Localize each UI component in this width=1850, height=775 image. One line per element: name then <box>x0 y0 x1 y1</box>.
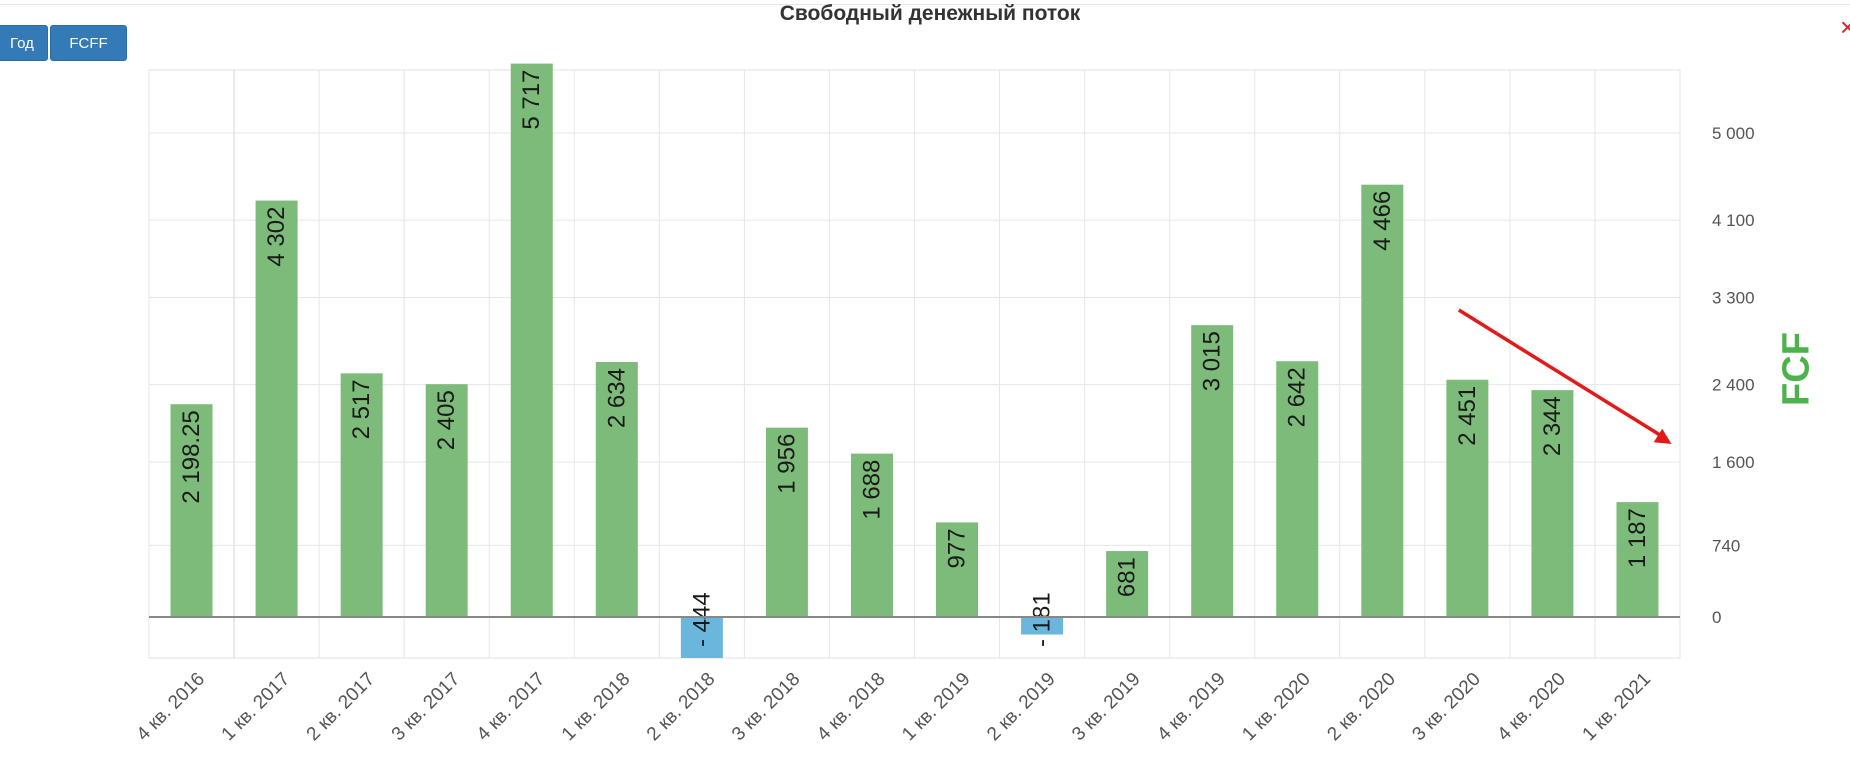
y-tick-label: 5 000 <box>1712 124 1755 143</box>
x-tick-label: 2 кв. 2017 <box>303 669 379 745</box>
bar <box>595 362 638 617</box>
x-tick-label: 3 кв. 2019 <box>1068 669 1144 745</box>
bar <box>1446 379 1489 617</box>
chart-title: Свободный денежный поток <box>779 2 1081 25</box>
bar-value-label: 4 466 <box>1369 191 1396 251</box>
bar-value-label: 2 198.25 <box>178 410 205 503</box>
bar-value-label: 681 <box>1114 557 1141 597</box>
trend-arrow-head <box>1653 428 1672 444</box>
bar <box>680 617 723 658</box>
bar-value-label: 2 517 <box>348 379 375 439</box>
bar-value-label: 1 187 <box>1624 508 1651 568</box>
bar-value-label: 1 956 <box>773 434 800 494</box>
x-tick-label: 1 кв. 2019 <box>898 669 974 745</box>
bar <box>1276 361 1319 617</box>
y-tick-label: 0 <box>1712 608 1721 627</box>
bar <box>765 427 808 617</box>
fcff-button[interactable]: FCFF <box>50 25 127 61</box>
bar-value-label: 2 405 <box>433 390 460 450</box>
y-tick-label: 4 100 <box>1712 211 1755 230</box>
bar-value-label: 977 <box>944 528 971 568</box>
x-tick-label: 4 кв. 2018 <box>813 669 889 745</box>
y-tick-label: 740 <box>1712 536 1740 555</box>
x-tick-label: 1 кв. 2021 <box>1579 669 1655 745</box>
x-tick-label: 1 кв. 2018 <box>558 669 634 745</box>
bar-value-label: 3 015 <box>1199 331 1226 391</box>
y-tick-label: 1 600 <box>1712 453 1755 472</box>
x-tick-label: 2 кв. 2019 <box>983 669 1059 745</box>
bar-value-label: 1 688 <box>858 460 885 520</box>
x-tick-label: 2 кв. 2018 <box>643 669 719 745</box>
bar <box>1021 617 1064 635</box>
close-icon[interactable]: × <box>1840 12 1850 42</box>
x-tick-label: 4 кв. 2016 <box>133 669 209 745</box>
x-tick-label: 4 кв. 2019 <box>1153 669 1229 745</box>
bar-value-label: 2 451 <box>1454 386 1481 446</box>
bar-value-label: 2 634 <box>603 368 630 428</box>
bar-value-label: - 444 <box>688 592 715 647</box>
bar <box>510 63 553 617</box>
bar <box>1106 551 1149 617</box>
y-axis-title: FCF <box>1775 332 1818 406</box>
period-button[interactable]: Год <box>0 25 48 61</box>
bar-value-label: 2 642 <box>1284 367 1311 427</box>
bar-value-label: - 181 <box>1029 592 1056 647</box>
bar-value-label: 2 344 <box>1539 396 1566 456</box>
bar <box>1531 390 1574 617</box>
y-tick-label: 3 300 <box>1712 289 1755 308</box>
bar <box>850 453 893 617</box>
bar <box>340 373 383 617</box>
bar <box>170 404 213 617</box>
bar-value-label: 5 717 <box>518 70 545 130</box>
bar <box>1361 184 1404 617</box>
trend-arrow-line <box>1457 308 1663 438</box>
x-tick-label: 3 кв. 2017 <box>388 669 464 745</box>
x-tick-label: 4 кв. 2017 <box>473 669 549 745</box>
bar <box>1191 325 1234 617</box>
bar <box>1616 502 1659 617</box>
x-tick-label: 4 кв. 2020 <box>1494 669 1570 745</box>
bar <box>255 200 298 617</box>
x-tick-label: 2 кв. 2020 <box>1323 669 1399 745</box>
x-tick-label: 3 кв. 2018 <box>728 669 804 745</box>
x-tick-label: 1 кв. 2020 <box>1238 669 1314 745</box>
x-tick-label: 1 кв. 2017 <box>218 669 294 745</box>
bar <box>425 384 468 617</box>
bar-value-label: 4 302 <box>263 207 290 267</box>
bar <box>936 522 979 617</box>
x-tick-label: 3 кв. 2020 <box>1408 669 1484 745</box>
y-tick-label: 2 400 <box>1712 376 1755 395</box>
top-divider <box>0 4 1850 5</box>
